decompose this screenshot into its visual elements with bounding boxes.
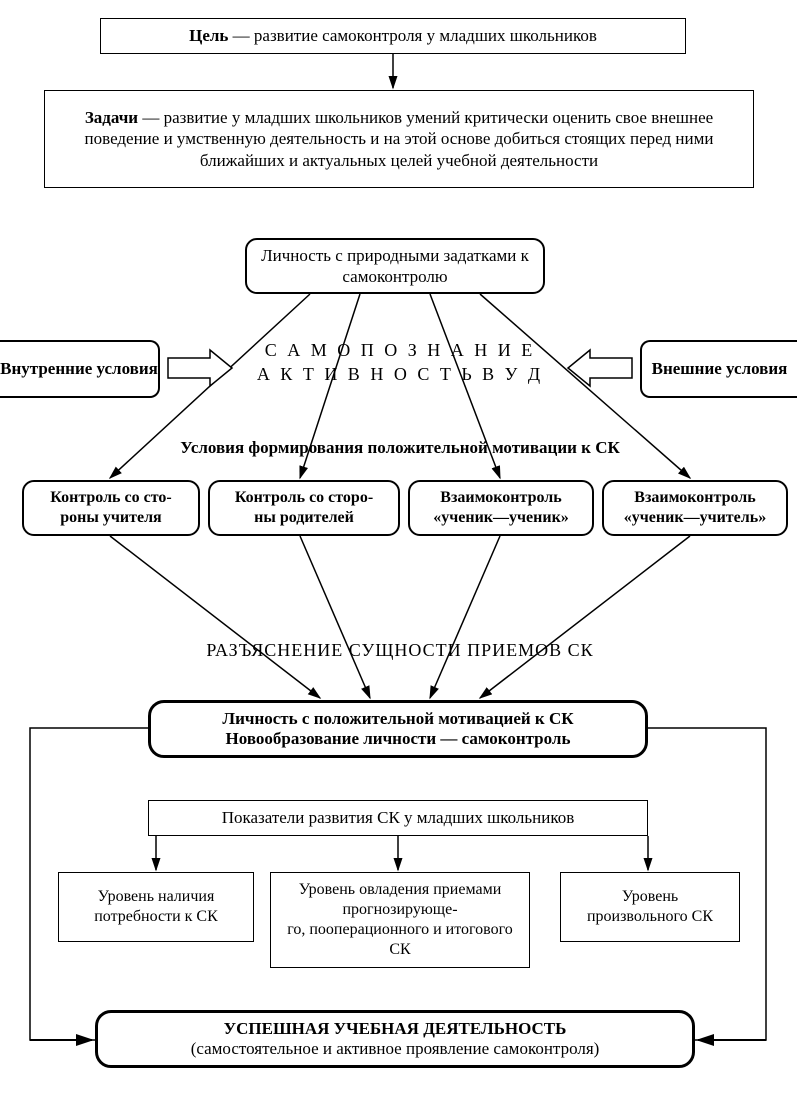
hollow-arrow-right [168,350,232,386]
level3-box: Уровень произвольного СК [560,872,740,942]
hollow-arrow-left [568,350,632,386]
level2-box: Уровень овладения приемами прогнозирующе… [270,872,530,968]
internal-conditions-box: Внутренние условия [0,340,160,398]
goal-box: Цель — развитие самоконтроля у младших ш… [100,18,686,54]
motivation-line1: Личность с положительной мотивацией к СК [222,709,573,729]
indicators-box: Показатели развития СК у младших школьни… [148,800,648,836]
personality-box: Личность с природными задатками к самоко… [245,238,545,294]
personality-text: Личность с природными задатками к самоко… [257,245,533,288]
external-text: Внешние условия [652,359,788,379]
motivation-line2: Новообразование личности — самоконтроль [226,729,571,749]
peer-peer-box: Взаимоконтроль «ученик—ученик» [408,480,594,536]
ctrl-teacher-box: Контроль со сто- роны учителя [22,480,200,536]
ctrl-parents-box: Контроль со сторо- ны родителей [208,480,400,536]
center-label-2: А К Т И В Н О С Т Ь В У Д [225,364,575,385]
result-line1: УСПЕШНАЯ УЧЕБНАЯ ДЕЯТЕЛЬНОСТЬ [224,1019,567,1039]
tasks-box: Задачи — развитие у младших школьников у… [44,90,754,188]
motivation-box: Личность с положительной мотивацией к СК… [148,700,648,758]
internal-text: Внутренние условия [0,359,158,379]
goal-text: Цель — развитие самоконтроля у младших ш… [189,25,597,46]
conditions-label: Условия формирования положительной мотив… [110,438,690,458]
result-box: УСПЕШНАЯ УЧЕБНАЯ ДЕЯТЕЛЬНОСТЬ (самостоят… [95,1010,695,1068]
result-line2: (самостоятельное и активное проявление с… [191,1039,600,1059]
peer-teacher-box: Взаимоконтроль «ученик—учитель» [602,480,788,536]
center-label-1: С А М О П О З Н А Н И Е [240,340,560,361]
tasks-text: Задачи — развитие у младших школьников у… [55,107,743,171]
external-conditions-box: Внешние условия [640,340,797,398]
level1-box: Уровень наличия потребности к СК [58,872,254,942]
explain-label: РАЗЪЯСНЕНИЕ СУЩНОСТИ ПРИЕМОВ СК [140,640,660,661]
